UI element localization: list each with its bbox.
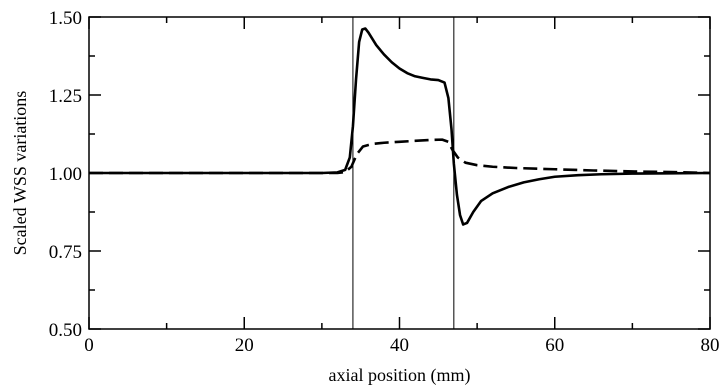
y-tick-label: 0.75 (49, 242, 82, 263)
y-tick-label: 0.50 (49, 320, 82, 341)
vertical-markers (352, 17, 455, 329)
y-tick-label: 1.00 (49, 164, 82, 185)
x-tick-label: 0 (84, 335, 94, 356)
axis-tick-labels: 0 20 40 60 80 0.50 0.75 1.00 1.25 1.50 (49, 8, 720, 356)
x-tick-label: 60 (545, 335, 564, 356)
series-line-dashed (89, 138, 711, 175)
y-tick-label: 1.50 (49, 8, 82, 29)
series-line-solid (89, 27, 711, 226)
series-curves (89, 27, 711, 226)
x-tick-label: 20 (235, 335, 254, 356)
x-tick-label: 80 (701, 335, 720, 356)
x-tick-label: 40 (390, 335, 409, 356)
x-axis-label: axial position (mm) (329, 365, 471, 386)
y-axis-label: Scaled WSS variations (10, 91, 30, 256)
y-tick-label: 1.25 (49, 86, 82, 107)
axis-ticks (88, 16, 711, 330)
